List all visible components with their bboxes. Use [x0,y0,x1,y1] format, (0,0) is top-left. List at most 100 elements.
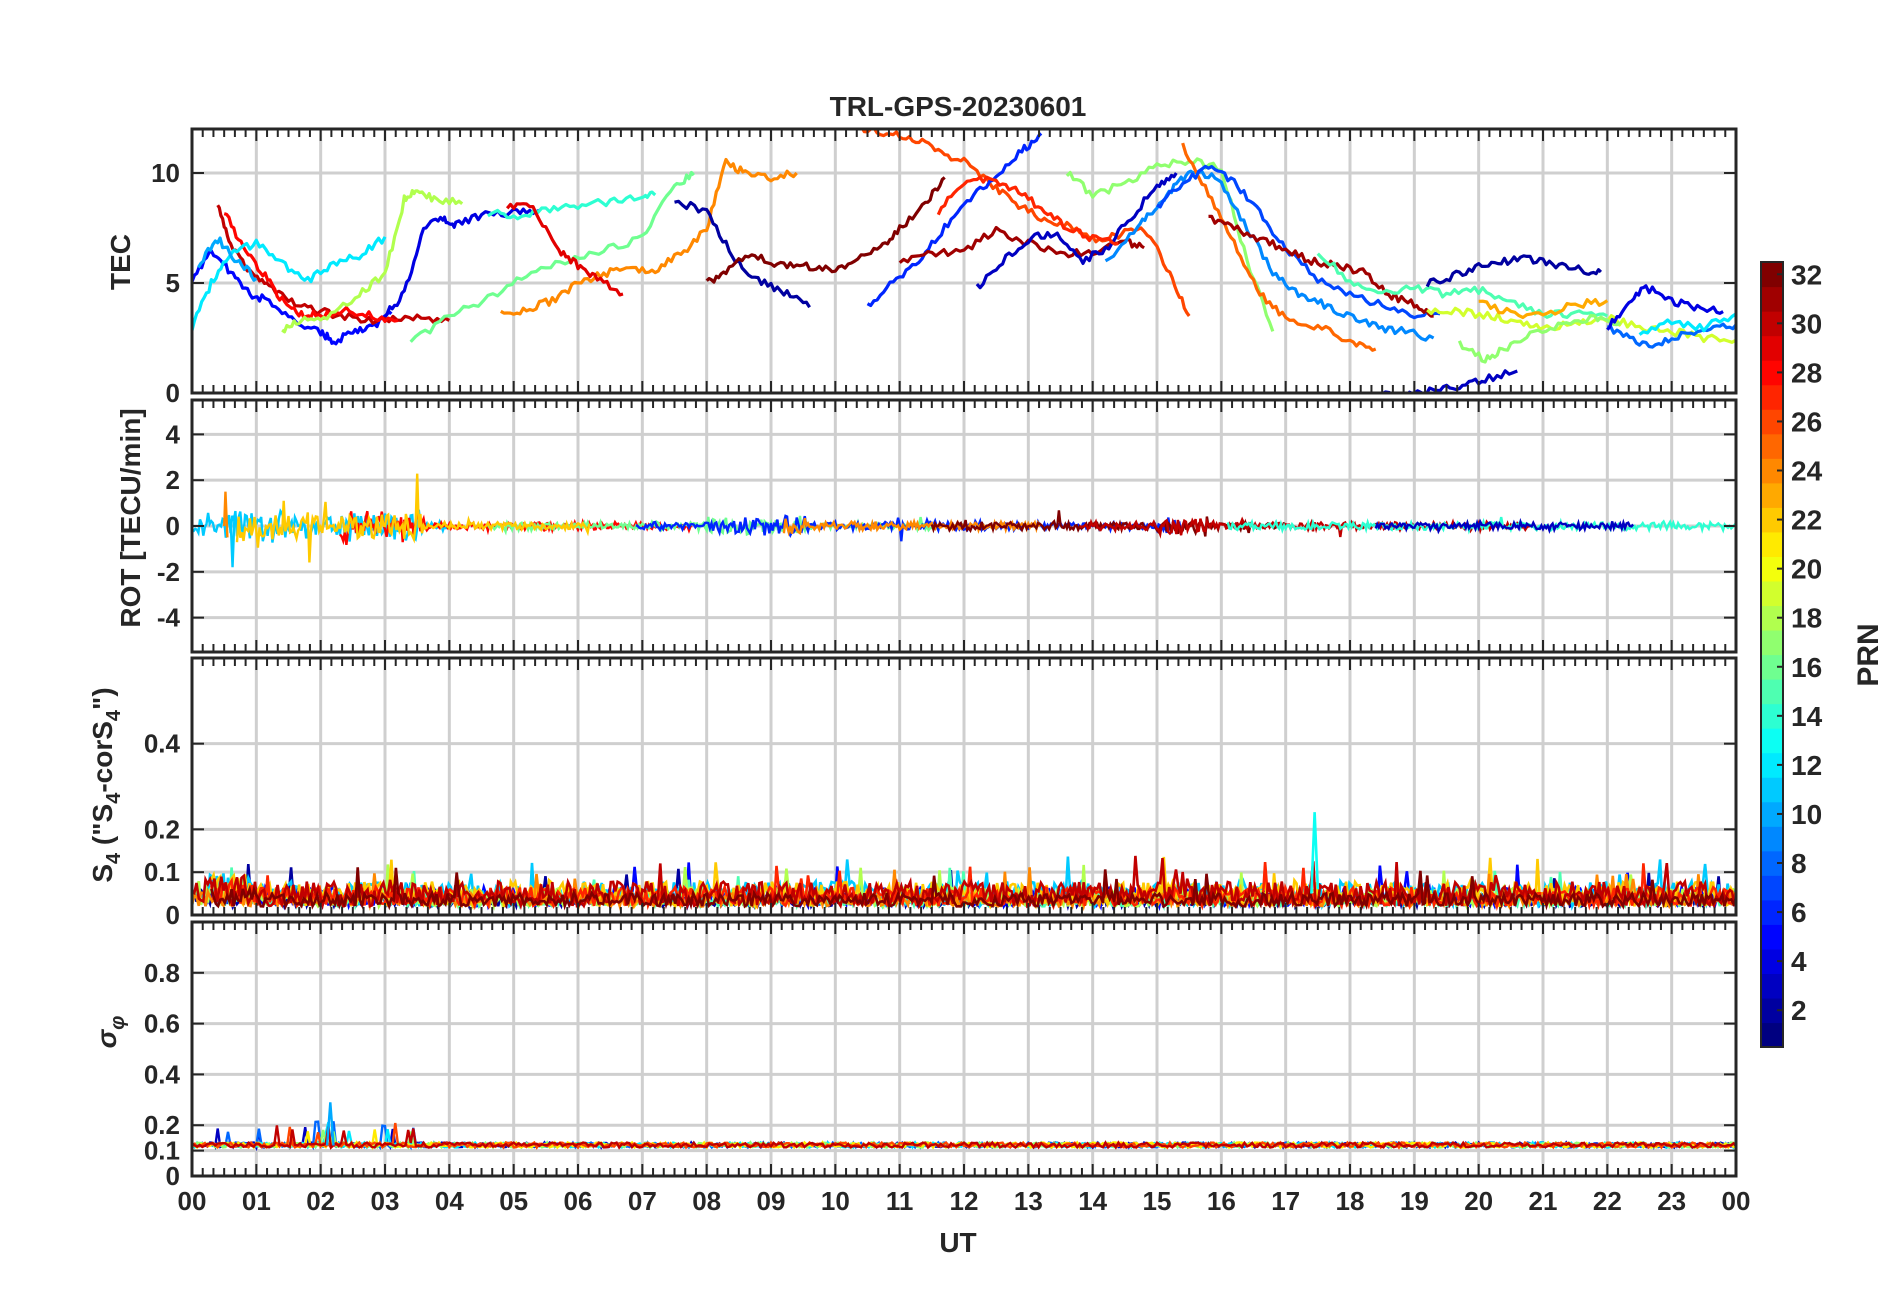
colorbar-tick-label: 4 [1791,946,1807,977]
colorbar-tick-label: 30 [1791,308,1822,339]
sigma-peak [325,1102,335,1146]
tec-series-prn-27 [936,175,1119,246]
colorbar-tick-label: 16 [1791,652,1822,683]
x-tick-label: 03 [371,1186,400,1216]
y-tick-label-s4: 0.4 [144,729,181,759]
tec-series-prn-8 [1606,322,1736,349]
y-tick-label-rot: 4 [166,419,181,449]
colorbar-label: PRN [1852,623,1885,686]
colorbar-tick-label: 14 [1791,701,1823,732]
colorbar-segment-25 [1761,433,1783,459]
x-tick-label: 18 [1336,1186,1365,1216]
tec-series-prn-28 [223,212,399,323]
tec-series-prn-31 [1208,214,1434,318]
x-tick-label: 07 [628,1186,657,1216]
tec-series-prn-16 [409,170,695,343]
colorbar-tick-label: 6 [1791,897,1807,928]
rot-series-prn-22 [235,473,591,563]
colorbar-segment-22 [1761,507,1783,533]
tec-series-prn-2 [1425,254,1603,288]
x-tick-label: 08 [692,1186,721,1216]
colorbar-segment-9 [1761,826,1783,852]
colorbar-segment-2 [1761,997,1783,1024]
colorbar-segment-7 [1761,875,1783,901]
colorbar-segment-10 [1761,801,1783,827]
tec-series-prn-17 [1457,314,1622,364]
colorbar-segment-26 [1761,409,1783,435]
y-tick-label-sigma: 0.6 [144,1009,180,1039]
rot-series-prn-3 [1374,517,1635,535]
x-tick-label: 06 [564,1186,593,1216]
rot-series-prn-14 [1226,516,1737,535]
tec-series-prn-12 [192,236,387,331]
colorbar-segment-18 [1761,605,1783,631]
x-tick-label: 19 [1400,1186,1429,1216]
colorbar-segment-23 [1761,482,1783,508]
y-tick-label-rot: 2 [166,465,180,495]
colorbar-segment-15 [1761,679,1783,705]
colorbar-segment-28 [1761,360,1783,386]
colorbar-segment-30 [1761,311,1783,337]
y-tick-label-sigma: 0.1 [144,1136,180,1166]
y-tick-label-tec: 0 [166,378,180,408]
x-tick-label: 12 [950,1186,979,1216]
colorbar-segment-27 [1761,384,1783,410]
x-tick-label: 17 [1271,1186,1300,1216]
tec-series-prn-4 [383,207,540,318]
frame-layer [190,127,1738,1178]
colorbar-segment-24 [1761,458,1783,484]
tec-series-prn-32 [705,176,946,284]
tec-series-prn-10 [197,236,258,282]
y-label-tec: TEC [105,234,136,290]
colorbar-segment-31 [1761,286,1783,312]
tec-series-prn-9 [1104,169,1435,342]
y-label-s4: S4 ("S4-corS4") [87,687,125,882]
colorbar-tick-label: 22 [1791,505,1822,536]
x-tick-label: 00 [178,1186,207,1216]
x-tick-label: 09 [757,1186,786,1216]
x-tick-label: 04 [435,1186,464,1216]
colorbar-frame [1760,261,1784,1048]
s4-series-prn-32 [210,867,1737,911]
x-tick-label: 14 [1078,1186,1107,1216]
x-tick-label: 00 [1722,1186,1751,1216]
colorbar-tick-label: 32 [1791,259,1822,290]
chart-title: TRL-GPS-20230601 [830,91,1087,122]
rot-series-group [191,473,1737,568]
x-tick-label: 22 [1593,1186,1622,1216]
tec-series-group [192,129,1736,393]
colorbar-tick-label: 12 [1791,750,1822,781]
colorbar-tick-label: 2 [1791,995,1807,1026]
colorbar-tick-label: 10 [1791,799,1822,830]
colorbar-tick-label: 24 [1791,456,1823,487]
x-tick-label: 21 [1529,1186,1558,1216]
y-tick-label-rot: -4 [157,603,181,633]
x-tick-label: 16 [1207,1186,1236,1216]
y-tick-label-s4: 0.2 [144,814,180,844]
rot-spike-positive [222,491,229,538]
tec-series-prn-14 [486,190,657,221]
y-tick-label-sigma: 0.4 [144,1059,181,1089]
tec-series-prn-3 [975,172,1178,290]
y-tick-label-sigma: 0 [166,1161,180,1191]
x-tick-label: 15 [1143,1186,1172,1216]
rot-series-prn-24 [782,517,1041,537]
tec-series-prn-18 [281,189,464,334]
colorbar-segment-6 [1761,899,1783,925]
tec-series-prn-30 [216,204,451,325]
x-tick-label: 13 [1014,1186,1043,1216]
y-tick-label-rot: -2 [157,557,180,587]
y-tick-label-s4: 0.1 [144,857,180,887]
colorbar-tick-label: 20 [1791,554,1822,585]
sigma-series-group [191,1102,1738,1152]
colorbar-segment-11 [1761,777,1783,803]
colorbar-segment-8 [1761,850,1783,876]
tec-series-prn-25 [1181,142,1377,352]
y-label-sigma-phi: σφ [91,1016,129,1049]
x-tick-label: 10 [821,1186,850,1216]
sigma-series-prn-26 [191,1122,1737,1150]
y-tick-label-sigma: 0.2 [144,1110,180,1140]
y-tick-label-s4: 0 [166,900,180,930]
